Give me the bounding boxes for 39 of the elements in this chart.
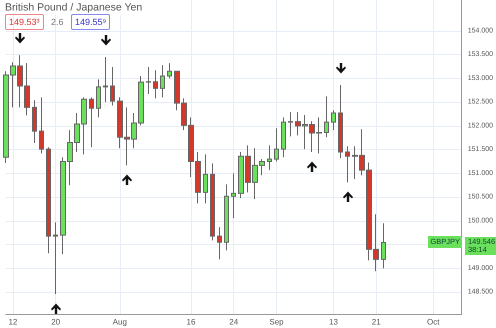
annotation: 2.6 bbox=[50, 16, 65, 29]
candlestick bbox=[203, 154, 208, 204]
x-tick-label: 12 bbox=[8, 318, 18, 326]
x-tick-label: Aug bbox=[112, 318, 127, 326]
candlestick bbox=[89, 96, 94, 148]
candlestick bbox=[288, 112, 293, 137]
x-tick-label: 24 bbox=[229, 318, 239, 326]
candlestick bbox=[231, 172, 236, 219]
x-tick-label: 13 bbox=[329, 318, 338, 326]
candlestick bbox=[338, 84, 343, 159]
x-tick-label: 20 bbox=[51, 318, 61, 326]
candlestick bbox=[146, 66, 151, 95]
candlestick bbox=[153, 70, 158, 99]
candlestick bbox=[103, 56, 108, 103]
candlestick bbox=[224, 184, 229, 251]
candlestick bbox=[96, 78, 101, 118]
candlestick bbox=[39, 96, 44, 154]
x-tick-label: Sep bbox=[269, 318, 284, 326]
x-tick-label: 21 bbox=[372, 318, 382, 326]
candlestick bbox=[160, 64, 165, 98]
candlestick bbox=[210, 162, 215, 241]
annotation: 149.55⁹ bbox=[71, 14, 110, 30]
candlestick bbox=[32, 100, 37, 144]
candlestick bbox=[267, 144, 272, 171]
x-tick-label: Oct bbox=[426, 318, 440, 326]
candlestick bbox=[217, 226, 222, 260]
x-tick-label: 16 bbox=[186, 318, 196, 326]
candlestick bbox=[324, 96, 329, 138]
candlestick bbox=[110, 66, 115, 106]
candlestick bbox=[53, 222, 58, 295]
chart-title: British Pound / Japanese Yen bbox=[5, 2, 142, 14]
candlestick bbox=[331, 110, 336, 131]
candlestick bbox=[345, 146, 350, 183]
candlestick bbox=[274, 128, 279, 162]
annotation: 149.53³ bbox=[5, 14, 44, 30]
candlestick bbox=[381, 222, 386, 269]
candlestick bbox=[46, 146, 51, 254]
candlestick bbox=[281, 116, 286, 158]
candlestick bbox=[167, 62, 172, 79]
